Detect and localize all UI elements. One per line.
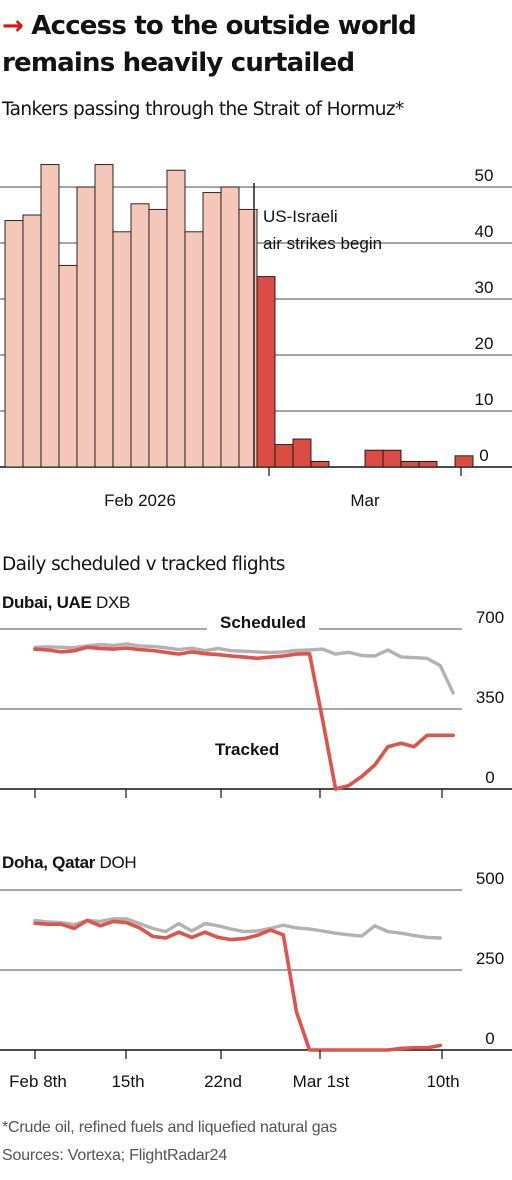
tanker-bar bbox=[400, 460, 420, 468]
dubai-panel-label: Dubai, UAE DXB bbox=[2, 592, 130, 614]
tanker-bar bbox=[274, 444, 294, 468]
doha-y-tick-label: 250 bbox=[476, 949, 504, 968]
tanker-bar bbox=[184, 231, 204, 468]
doha-y-tick-label: 500 bbox=[476, 869, 504, 888]
tanker-bar bbox=[418, 460, 438, 468]
tanker-x-label-feb: Feb 2026 bbox=[104, 491, 176, 510]
tanker-bar bbox=[94, 164, 114, 468]
doha-scheduled-line bbox=[33, 917, 442, 940]
tanker-bar bbox=[256, 276, 276, 468]
headline: → Access to the outside world remains hea… bbox=[2, 8, 508, 82]
dubai-name: Dubai, UAE bbox=[2, 593, 92, 612]
doha-code: DOH bbox=[99, 853, 137, 872]
scheduled-series-label: Scheduled bbox=[220, 613, 306, 632]
tanker-bar bbox=[454, 455, 474, 468]
event-annotation-line-2: air strikes begin bbox=[263, 234, 382, 253]
doha-tracked-line bbox=[33, 918, 443, 1052]
tanker-bar bbox=[166, 169, 186, 468]
flights-x-label: 22nd bbox=[204, 1072, 242, 1091]
tanker-y-tick-label: 0 bbox=[479, 446, 488, 465]
tanker-bar bbox=[202, 192, 222, 468]
scheduled-label-bg bbox=[207, 606, 319, 634]
tanker-bar bbox=[76, 186, 96, 468]
tanker-chart-title: Tankers passing through the Strait of Ho… bbox=[2, 99, 404, 120]
dubai-y-tick-label: 350 bbox=[476, 688, 504, 707]
tanker-bar bbox=[22, 214, 42, 468]
arrow-right-icon: → bbox=[2, 11, 24, 41]
flights-chart-title: Daily scheduled v tracked flights bbox=[2, 554, 285, 575]
tanker-bar bbox=[40, 164, 60, 468]
tanker-y-tick-label: 40 bbox=[475, 222, 494, 241]
tanker-bar bbox=[148, 208, 168, 468]
footnote: *Crude oil, refined fuels and liquefied … bbox=[2, 1119, 337, 1136]
dubai-y-tick-label: 0 bbox=[485, 768, 494, 787]
headline-line-1: Access to the outside world bbox=[31, 11, 416, 41]
sources: Sources: Vortexa; FlightRadar24 bbox=[2, 1147, 228, 1164]
tanker-bar bbox=[310, 460, 330, 468]
dubai-code: DXB bbox=[96, 593, 131, 612]
headline-line-2: remains heavily curtailed bbox=[2, 48, 355, 78]
flights-x-label: 10th bbox=[426, 1072, 459, 1091]
tanker-bar bbox=[220, 186, 240, 468]
doha-name: Doha, Qatar bbox=[2, 853, 96, 872]
tracked-series-label: Tracked bbox=[215, 740, 279, 759]
tanker-bar bbox=[292, 438, 312, 468]
flights-x-label: Mar 1st bbox=[293, 1072, 350, 1091]
dubai-scheduled-line bbox=[33, 642, 455, 695]
doha-panel-label: Doha, Qatar DOH bbox=[2, 852, 137, 874]
tanker-y-tick-label: 10 bbox=[475, 390, 494, 409]
tanker-y-tick-label: 50 bbox=[475, 166, 494, 185]
tanker-bar bbox=[130, 203, 150, 468]
tanker-bar bbox=[4, 220, 24, 468]
doha-y-tick-label: 0 bbox=[485, 1029, 494, 1048]
tanker-y-tick-label: 30 bbox=[475, 278, 494, 297]
event-annotation-line-1: US-Israeli bbox=[263, 207, 338, 226]
flights-x-label: 15th bbox=[111, 1072, 144, 1091]
dubai-tracked-line bbox=[33, 645, 456, 791]
tanker-x-label-mar: Mar bbox=[350, 491, 380, 510]
tanker-bar bbox=[364, 449, 384, 468]
tanker-y-tick-label: 20 bbox=[475, 334, 494, 353]
tanker-bar bbox=[382, 449, 402, 468]
flights-x-label: Feb 8th bbox=[9, 1072, 67, 1091]
tanker-bar bbox=[58, 264, 78, 468]
tanker-bar bbox=[112, 231, 132, 468]
dubai-y-tick-label: 700 bbox=[476, 608, 504, 627]
